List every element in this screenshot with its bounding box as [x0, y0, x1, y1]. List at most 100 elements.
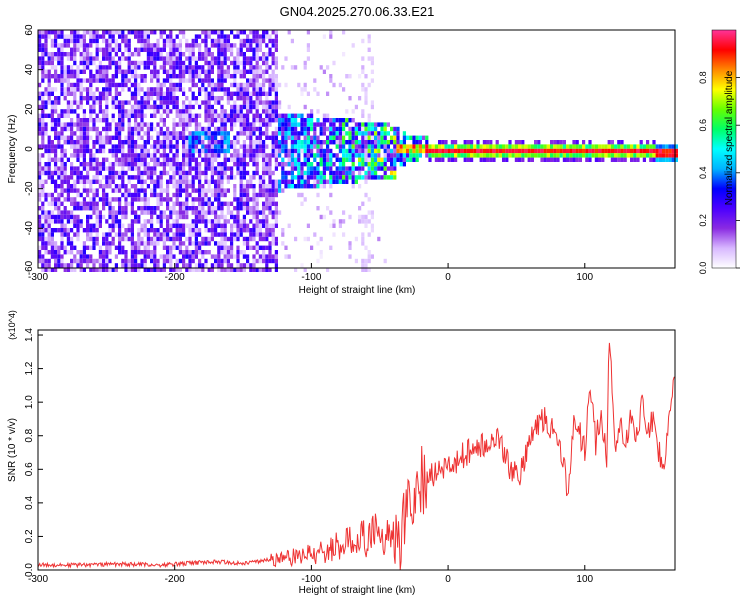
spectrogram-cell [342, 135, 346, 140]
spectrogram-cell [281, 175, 285, 180]
spectrogram-cell [79, 78, 83, 83]
spectrogram-cell [271, 118, 275, 123]
spectrogram-cell [156, 96, 160, 101]
spectrogram-cell [329, 78, 333, 83]
spectrogram-cell [178, 258, 182, 264]
spectrogram-cell [214, 43, 218, 48]
spectrogram-cell [102, 201, 106, 206]
spectrogram-cell [201, 126, 205, 132]
spectrogram-cell [153, 104, 157, 110]
spectrogram-cell [54, 179, 58, 184]
spectrogram-cell [274, 91, 278, 96]
spectrogram-cell [95, 170, 99, 176]
spectrogram-cell [313, 157, 317, 162]
spectrogram-cell [143, 30, 147, 35]
spectrogram-cell [438, 140, 442, 145]
spectrogram-cell [169, 91, 173, 96]
spectrogram-cell [166, 236, 170, 242]
spectrogram-cell [150, 267, 154, 272]
spectrogram-cell [207, 104, 211, 110]
spectrogram-cell [169, 245, 173, 250]
spectrogram-cell [130, 166, 134, 171]
spectrogram-cell [226, 254, 230, 259]
spectrogram-cell [54, 148, 58, 154]
spectrogram-cell [169, 65, 173, 70]
spectrogram-cell [367, 250, 371, 255]
spectrogram-cell [210, 78, 214, 83]
spectrogram-cell [172, 170, 176, 176]
spectrogram-cell [130, 175, 134, 180]
spectrogram-cell [41, 206, 45, 211]
spectrogram-cell [249, 60, 253, 66]
spectrogram-cell [82, 157, 86, 162]
spectrogram-cell [332, 126, 336, 132]
spectrogram-cell [156, 47, 160, 52]
spectrogram-cell [268, 162, 272, 167]
spectrogram-cell [220, 192, 224, 198]
spectrogram-cell [143, 241, 147, 246]
spectrogram-cell [370, 78, 374, 83]
spectrogram-cell [98, 250, 102, 255]
spectrogram-cell [95, 228, 99, 233]
spectrogram-cell [210, 135, 214, 140]
spectrogram-cell [98, 104, 102, 110]
spectrogram-cell [204, 69, 208, 74]
spectrogram-cell [255, 228, 259, 233]
spectrogram-cell [108, 175, 112, 180]
spectrogram-cell [108, 166, 112, 171]
spectrogram-cell [66, 179, 70, 184]
spectrogram-cell [76, 228, 80, 233]
spectrogram-cell [268, 74, 272, 79]
spectrogram-cell [252, 236, 256, 242]
spectrogram-cell [319, 254, 323, 259]
spectrogram-cell [351, 140, 355, 145]
spectrogram-cell [393, 170, 397, 176]
spectrogram-cell [217, 113, 221, 118]
spectrogram-cell [73, 201, 77, 206]
spectrogram-cell [175, 135, 179, 140]
spectrogram-cell [265, 69, 269, 74]
spectrogram-cell [38, 47, 42, 52]
spectrogram-cell [60, 52, 64, 57]
spectrogram-cell [44, 113, 48, 118]
spectrogram-cell [63, 232, 67, 237]
spectrogram-cell [114, 91, 118, 96]
spectrogram-cell [370, 166, 374, 171]
spectrogram-cell [162, 148, 166, 154]
spectrogram-cell [108, 179, 112, 184]
spectrogram-cell [191, 65, 195, 70]
spectrogram-cell [105, 179, 109, 184]
spectrogram-cell [354, 126, 358, 132]
spectrogram-cell [265, 118, 269, 123]
spectrogram-cell [127, 65, 131, 70]
spectrogram-cell [274, 30, 278, 35]
spectrogram-cell [268, 258, 272, 264]
spectrogram-cell [124, 78, 128, 83]
spectrogram-cell [489, 148, 493, 154]
spectrogram-cell [178, 192, 182, 198]
spectrogram-cell [271, 197, 275, 202]
spectrogram-cell [134, 52, 138, 57]
spectrogram-cell [380, 126, 384, 132]
spectrogram-cell [105, 91, 109, 96]
spectrogram-cell [207, 135, 211, 140]
spectrogram-cell [70, 135, 74, 140]
spectrogram-cell [185, 135, 189, 140]
spectrogram-cell [418, 153, 422, 158]
spectrogram-cell [86, 60, 90, 66]
spectrogram-cell [326, 144, 330, 149]
spectrogram-cell [361, 157, 365, 162]
spectrogram-cell [198, 219, 202, 224]
spectrogram-cell [191, 254, 195, 259]
spectrogram-cell [281, 122, 285, 127]
spectrogram-cell [198, 140, 202, 145]
spectrogram-cell [287, 223, 291, 228]
spectrogram-cell [60, 131, 64, 136]
spectrogram-cell [146, 250, 150, 255]
spectrogram-cell [108, 201, 112, 206]
spectrogram-cell [188, 192, 192, 198]
spectrogram-cell [95, 241, 99, 246]
spectrogram-cell [130, 153, 134, 158]
spectrogram-cell [185, 245, 189, 250]
spectrogram-cell [274, 118, 278, 123]
